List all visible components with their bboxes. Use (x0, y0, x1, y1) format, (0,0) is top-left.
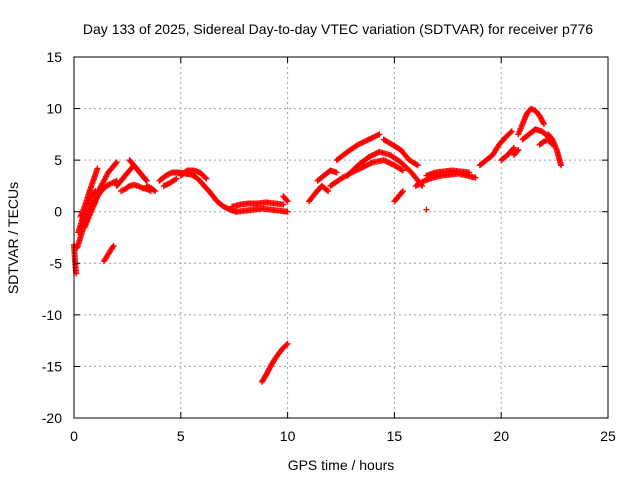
series-arc-28 (423, 167, 473, 179)
data-point (511, 144, 518, 151)
data-point (472, 174, 479, 181)
y-axis-label: SDTVAR / TECUs (5, 182, 21, 294)
data-point (94, 165, 101, 172)
plot-frame (73, 56, 609, 419)
data-point (284, 340, 291, 347)
x-tick-label: 0 (70, 428, 78, 444)
data-point (324, 187, 331, 194)
data-point (142, 176, 149, 183)
data-point (151, 187, 158, 194)
x-tick-label: 25 (600, 428, 616, 444)
y-tick-label: 10 (46, 101, 62, 117)
series-arc-34 (536, 136, 556, 148)
data-point (399, 167, 406, 174)
data-point (376, 131, 383, 138)
series-arc-33 (519, 126, 552, 143)
y-tick-label: -10 (42, 307, 62, 323)
data-point (414, 162, 421, 169)
series-arc-11 (126, 157, 150, 184)
data-point (413, 161, 420, 168)
data-point (284, 198, 291, 205)
series-arc-31 (498, 144, 518, 164)
series-arc-20 (305, 182, 332, 205)
data-point (112, 160, 119, 167)
series-arc-27 (412, 170, 479, 189)
data-points-layer (71, 105, 565, 385)
y-tick-label: 5 (54, 152, 62, 168)
data-point (510, 145, 517, 152)
data-point (113, 159, 120, 166)
data-point (110, 242, 117, 249)
series-arc-8 (100, 242, 117, 265)
y-tick-label: 0 (54, 204, 62, 220)
series-arc-26 (391, 188, 406, 205)
x-tick-label: 15 (387, 428, 403, 444)
data-point (283, 197, 290, 204)
data-point (109, 244, 116, 251)
series-arc-35 (545, 131, 565, 169)
data-point (333, 169, 340, 176)
x-tick-label: 20 (493, 428, 509, 444)
series-arc-4 (77, 165, 101, 220)
series-arc-12 (143, 182, 159, 195)
data-point (398, 166, 405, 173)
y-tick-label: -5 (50, 255, 63, 271)
data-point (423, 206, 430, 213)
series-arc-23 (333, 131, 383, 164)
data-point (399, 189, 406, 196)
series-arc-18 (258, 340, 291, 385)
data-point (466, 169, 473, 176)
chart-title: Day 133 of 2025, Sidereal Day-to-day VTE… (83, 21, 593, 37)
data-point (558, 162, 565, 169)
series-arc-30 (476, 128, 515, 169)
series-arc-32 (515, 105, 547, 138)
data-point (202, 174, 209, 181)
series-arc-16 (229, 199, 287, 210)
data-point (507, 129, 514, 136)
series-arc-21 (314, 167, 340, 184)
data-point (399, 188, 406, 195)
data-point (280, 201, 287, 208)
grid-layer (74, 57, 608, 418)
data-point (283, 341, 290, 348)
data-point (172, 176, 179, 183)
data-point (143, 177, 150, 184)
x-tick-label: 5 (177, 428, 185, 444)
y-tick-label: -15 (42, 358, 62, 374)
series-arc-14 (160, 175, 180, 189)
data-point (515, 146, 522, 153)
series-arc-19 (280, 193, 291, 205)
ticks-layer: 0 5 10 15 20 25 -20 -15 -10 -5 0 5 10 15 (42, 49, 616, 444)
data-point (540, 121, 547, 128)
y-tick-label: 15 (46, 49, 62, 65)
series-arc-29 (423, 206, 430, 213)
series-arc-17 (233, 205, 291, 215)
x-tick-label: 10 (280, 428, 296, 444)
series-arc-15 (177, 167, 210, 182)
data-point (508, 128, 515, 135)
data-point (514, 147, 521, 154)
data-point (173, 175, 180, 182)
data-point (284, 208, 291, 215)
series-arc-36 (511, 146, 522, 158)
data-point (203, 175, 210, 182)
series-arc-25 (380, 136, 421, 169)
x-axis-label: GPS time / hours (288, 457, 395, 473)
data-point (325, 188, 332, 195)
y-tick-label: -20 (42, 410, 62, 426)
data-point (152, 188, 159, 195)
